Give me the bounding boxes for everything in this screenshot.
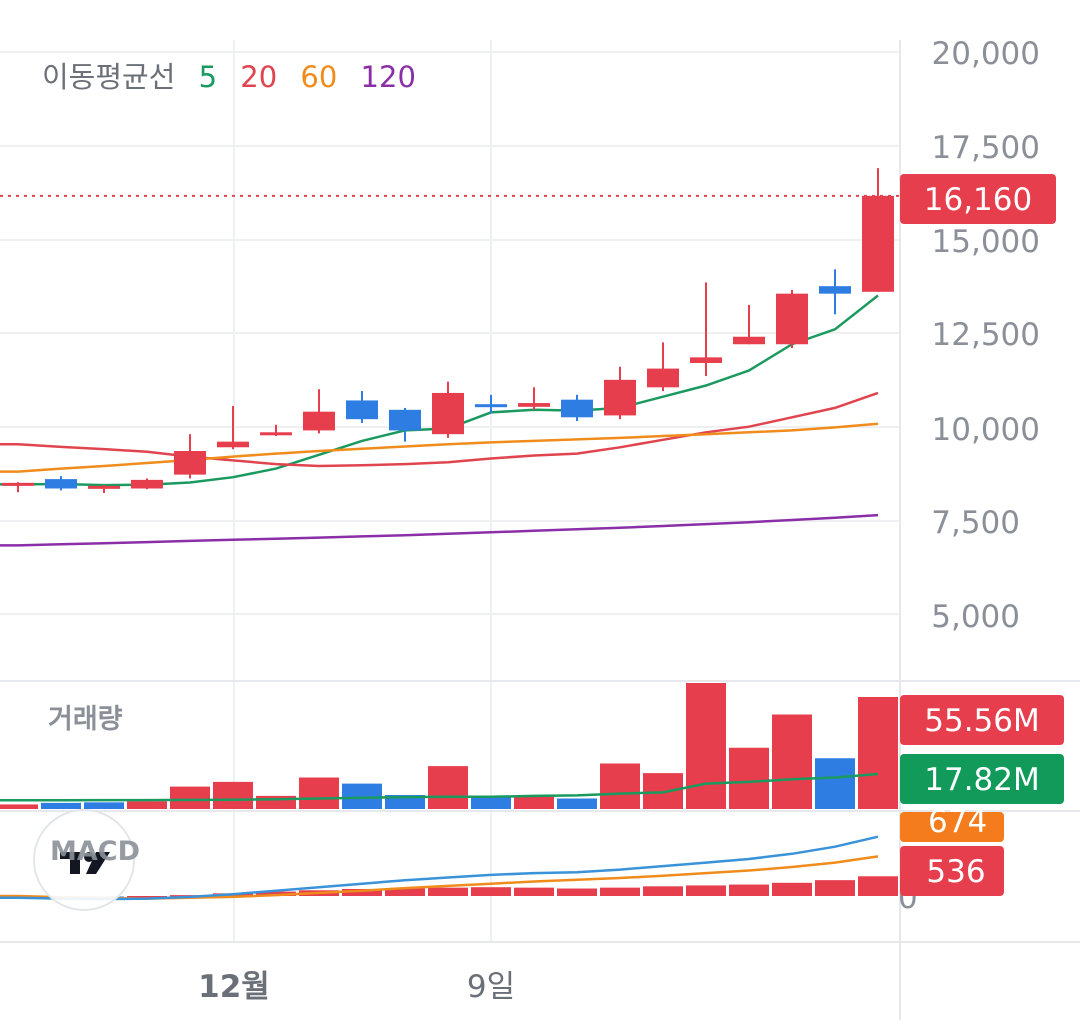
ma-line-60: [0, 422, 879, 473]
ma-line-5: [0, 294, 879, 487]
candle-body: [647, 368, 679, 388]
last-price-label: 16,160: [924, 182, 1032, 218]
candle-body: [690, 357, 722, 363]
ma-line-120: [0, 513, 879, 547]
macd-histogram-bar: [686, 885, 726, 896]
volume-bar: [170, 786, 210, 809]
macd-histogram-bar: [342, 888, 382, 896]
volume-bar: [299, 777, 339, 809]
candle-body: [733, 336, 765, 345]
macd-value-tag: 674: [900, 804, 1004, 842]
volume-bar: [643, 773, 683, 809]
macd-histogram-bar: [643, 886, 683, 896]
candle-body: [389, 409, 421, 431]
macd-histogram-bar: [428, 887, 468, 896]
volume-ma-tag: 17.82M: [900, 754, 1064, 804]
macd-histogram-bar: [858, 876, 898, 896]
candle-body: [174, 451, 206, 475]
macd-histogram-bar: [772, 882, 812, 896]
price-tick-label: 15,000: [932, 224, 1040, 260]
candle-body: [88, 485, 120, 489]
macd-histogram-bar: [256, 891, 296, 896]
candlesticks: [2, 168, 894, 493]
legend-ma60: 60: [300, 60, 337, 94]
macd-pane: [0, 835, 898, 901]
price-tick-label: 17,500: [932, 130, 1040, 166]
volume-bar: [41, 802, 81, 809]
macd-histogram-bar: [729, 884, 769, 896]
volume-bar: [729, 747, 769, 809]
macd-histogram-bar: [471, 887, 511, 896]
volume-bar: [342, 783, 382, 809]
macd-histogram-bar: [557, 888, 597, 896]
legend-label: 이동평균선: [42, 60, 175, 94]
volume-bar: [815, 758, 855, 809]
candle-body: [346, 400, 378, 420]
price-axis: 20,000 17,500 15,000 12,500 10,000 7,500…: [931, 36, 1040, 635]
candle-body: [217, 441, 249, 448]
time-label-december: 12월: [198, 969, 270, 1005]
candle-body: [475, 404, 507, 408]
candle-body: [131, 479, 163, 489]
macd-histogram-bar: [514, 887, 554, 896]
volume-bar: [0, 804, 38, 809]
volume-bar: [858, 697, 898, 809]
volume-bar: [557, 798, 597, 809]
macd-hist-label: 536: [926, 854, 985, 890]
volume-bar: [471, 796, 511, 809]
candle-body: [2, 482, 34, 486]
macd-pane-title: MACD: [50, 836, 140, 867]
volume-bars: [0, 683, 898, 809]
price-tick-label: 10,000: [932, 412, 1040, 448]
candle-body: [862, 195, 894, 292]
macd-value-label: 674: [928, 804, 987, 840]
price-tick-label: 20,000: [932, 36, 1040, 72]
price-tick-label: 7,500: [931, 505, 1020, 541]
tradingview-badge[interactable]: [33, 809, 135, 911]
macd-histogram-bar: [815, 880, 855, 896]
volume-pane-title: 거래량: [48, 704, 123, 735]
macd-histogram-bar: [385, 888, 425, 896]
last-price-tag: 16,160: [900, 174, 1056, 224]
time-label-9th: 9일: [467, 969, 515, 1005]
macd-histogram-bar: [127, 896, 167, 898]
volume-bar: [772, 714, 812, 809]
volume-bar: [127, 801, 167, 809]
macd-hist-tag: 536: [900, 846, 1004, 896]
macd-histogram-bar: [600, 887, 640, 896]
candle-body: [303, 411, 335, 431]
volume-current-tag: 55.56M: [900, 695, 1064, 745]
legend-ma5: 5: [199, 60, 217, 94]
volume-bar: [600, 763, 640, 809]
candle-body: [260, 432, 292, 436]
legend-ma20: 20: [240, 60, 277, 94]
moving-average-lines: [0, 294, 879, 547]
legend-ma120: 120: [361, 60, 416, 94]
candle-body: [561, 399, 593, 418]
volume-bar: [428, 766, 468, 809]
candle-body: [604, 379, 636, 416]
volume-ma-label: 17.82M: [924, 762, 1040, 798]
candle-body: [776, 293, 808, 345]
volume-ma-line: [0, 772, 879, 802]
candle-body: [819, 286, 851, 294]
macd-line: [0, 835, 879, 901]
moving-average-legend: 이동평균선 5 20 60 120: [42, 60, 416, 94]
price-tick-label: 12,500: [932, 317, 1040, 353]
volume-bar: [514, 796, 554, 809]
volume-current-label: 55.56M: [924, 703, 1040, 739]
volume-bar: [84, 802, 124, 809]
volume-bar: [213, 781, 253, 809]
candle-body: [518, 403, 550, 407]
ma-line-20: [0, 391, 879, 468]
volume-bar: [686, 683, 726, 809]
candle-body: [432, 392, 464, 435]
price-tick-label: 5,000: [931, 599, 1020, 635]
candle-body: [45, 479, 77, 489]
